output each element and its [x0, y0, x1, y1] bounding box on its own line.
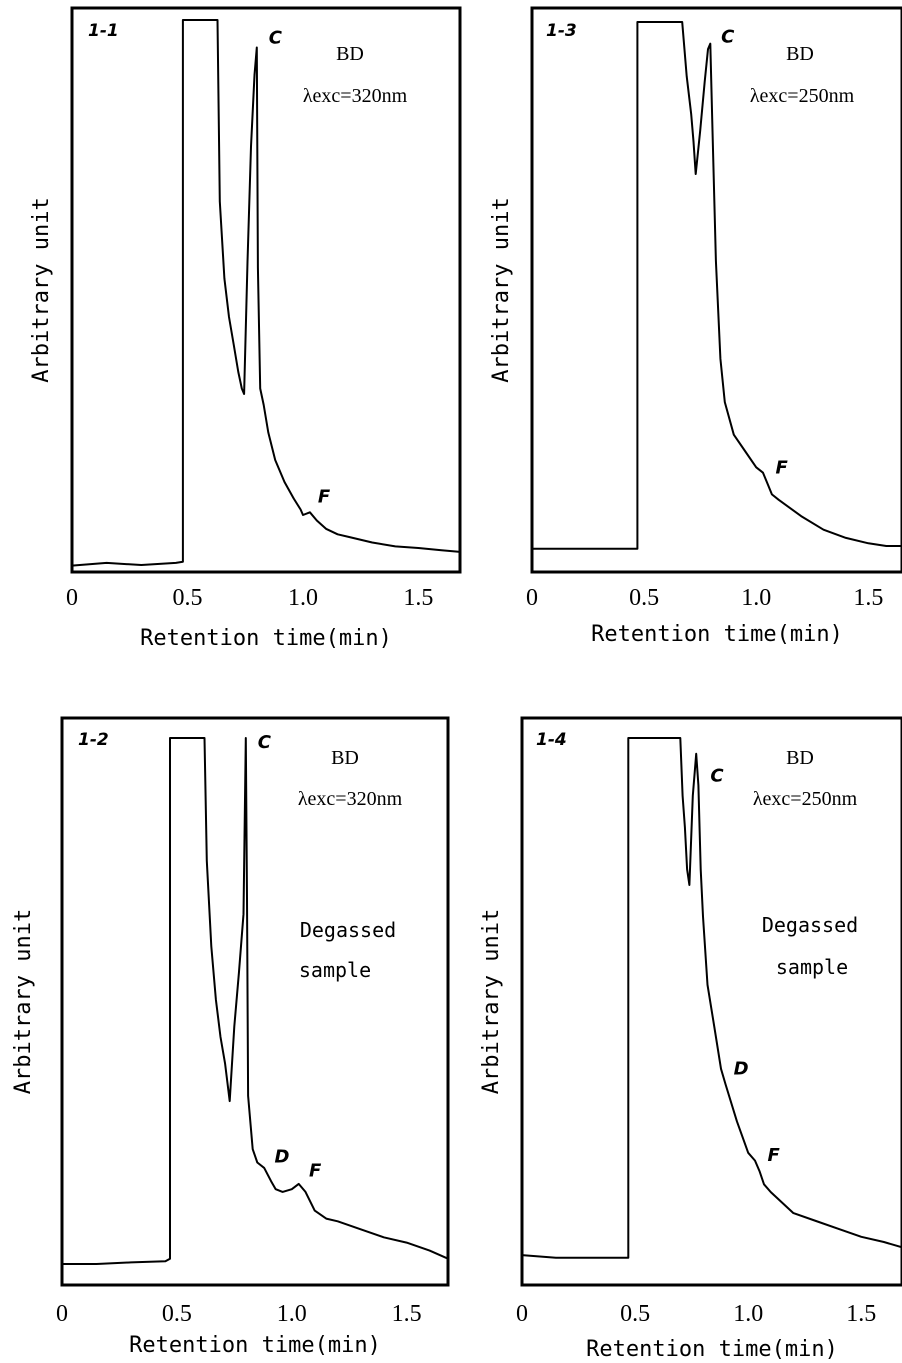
x-tick-label: 0: [526, 585, 538, 611]
panel-label: 1-4: [536, 730, 567, 750]
annotation-text: λexc=320nm: [303, 85, 408, 107]
y-axis-label: Arbitrary unit: [11, 909, 36, 1094]
peak-label-c: C: [710, 765, 724, 786]
x-tick-label: 0.5: [620, 1301, 650, 1327]
annotation-text: Degassed: [762, 913, 858, 937]
x-tick-label: 0.5: [162, 1301, 192, 1327]
annotation-text: sample: [299, 958, 371, 982]
chart-panel-1-2: 1-2 0 0.5 1.0 1.5 Retention time(min) Arbitrar…: [11, 716, 450, 1358]
plot-frame: [60, 716, 450, 1287]
series-line: [521, 737, 902, 1259]
x-tick-label: 1.0: [733, 1301, 763, 1327]
x-tick-label: 0.5: [629, 585, 659, 611]
panel-label: 1-3: [546, 21, 577, 41]
x-axis-label: Retention time(min): [591, 622, 843, 647]
peak-label-f: F: [775, 458, 788, 479]
plot-frame: [70, 6, 462, 574]
peak-label-f: F: [768, 1145, 781, 1166]
x-tick-label: 1.5: [846, 1301, 876, 1327]
annotation-text: BD: [336, 43, 364, 65]
y-axis-label: Arbitrary unit: [29, 197, 54, 382]
chart-panel-1-3: 1-3 0 0.5 1.0 1.5 Retention time(min) Arbitrar…: [489, 6, 902, 647]
annotation-text: λexc=250nm: [750, 85, 855, 107]
peak-label-f: F: [318, 486, 331, 507]
x-tick-label: 1.5: [392, 1301, 422, 1327]
annotation-text: sample: [776, 955, 848, 979]
peak-label-c: C: [721, 26, 735, 47]
peak-label-f: F: [309, 1161, 322, 1182]
annotation-text: λexc=320nm: [298, 788, 403, 810]
panel-label: 1-2: [78, 730, 109, 750]
x-tick-label: 1.0: [741, 585, 771, 611]
peak-label-d: D: [734, 1059, 749, 1080]
series-line: [62, 737, 449, 1265]
plot-frame: [530, 6, 902, 574]
x-axis-label: Retention time(min): [129, 1333, 381, 1358]
x-tick-label: 0: [516, 1301, 528, 1327]
series-line: [71, 19, 461, 567]
y-axis-label: Arbitrary unit: [479, 909, 504, 1094]
x-tick-label: 1.0: [277, 1301, 307, 1327]
peak-label-c: C: [269, 28, 283, 49]
annotation-text: BD: [786, 747, 814, 769]
x-tick-label: 0: [66, 585, 78, 611]
x-tick-label: 1.5: [403, 585, 433, 611]
annotation-text: BD: [786, 43, 814, 65]
panel-label: 1-1: [88, 21, 119, 41]
annotation-text: Degassed: [300, 918, 396, 942]
x-axis-label: Retention time(min): [140, 626, 392, 651]
y-axis-label: Arbitrary unit: [489, 197, 514, 382]
annotation-text: λexc=250nm: [753, 788, 858, 810]
x-tick-label: 0.5: [172, 585, 202, 611]
peak-label-c: C: [258, 732, 272, 753]
annotation-text: BD: [331, 747, 359, 769]
chart-panel-1-1: 1-1 0 0.5 1.0 1.5 Retention time(min) Arbitrar…: [29, 6, 462, 651]
x-tick-label: 1.5: [853, 585, 883, 611]
x-axis-label: Retention time(min): [586, 1337, 838, 1362]
chart-panel-1-4: 1-4 0 0.5 1.0 1.5 Retention time(min) Arbitrar…: [479, 716, 902, 1362]
plot-frame: [520, 716, 902, 1287]
series-line: [532, 21, 902, 550]
peak-label-d: D: [274, 1146, 289, 1167]
x-tick-label: 1.0: [288, 585, 318, 611]
x-tick-label: 0: [56, 1301, 68, 1327]
